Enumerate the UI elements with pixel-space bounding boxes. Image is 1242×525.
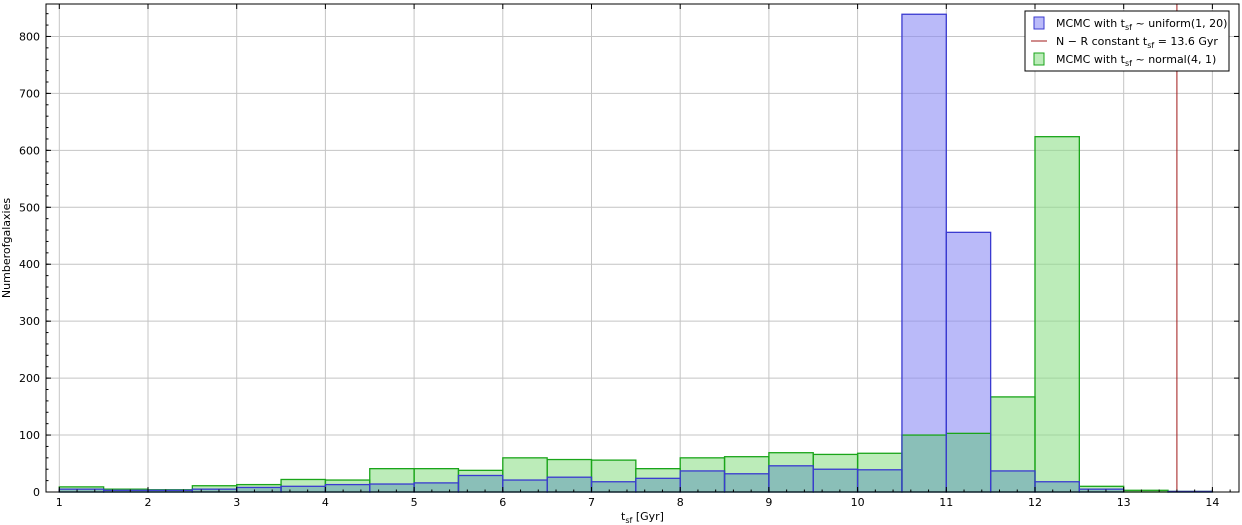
y-tick-label: 100: [19, 429, 40, 442]
bar-normal: [1034, 136, 1080, 493]
x-tick-label: 1: [56, 496, 63, 509]
x-tick-label: 7: [588, 496, 595, 509]
x-tick-label: 11: [939, 496, 953, 509]
legend-swatch-normal: [1033, 52, 1045, 66]
legend-box: [1024, 10, 1230, 72]
bar-overlap: [591, 481, 636, 492]
x-tick-label: 8: [677, 496, 684, 509]
x-tick-label: 10: [851, 496, 865, 509]
legend-label-reference: N − R constant tsf = 13.6 Gyr: [1056, 35, 1218, 50]
x-tick-label: 3: [233, 496, 240, 509]
bar-overlap: [59, 489, 104, 492]
bar-overlap: [325, 484, 370, 492]
ticks: 1 2 3 4 5 6 7 8 9 10 11 12 13 14010020030040050060070…: [19, 4, 1239, 509]
bar-overlap: [502, 480, 548, 492]
bar-overlap: [458, 475, 503, 492]
y-tick-label: 400: [19, 258, 40, 271]
bar-overlap: [768, 465, 814, 492]
bar-overlap: [857, 469, 902, 492]
y-axis-title: Numberofgalaxies: [0, 198, 13, 298]
bar-overlap: [192, 489, 237, 492]
bar-overlap: [990, 470, 1035, 492]
x-axis-title: tsf [Gyr]: [621, 510, 664, 525]
y-tick-label: 0: [33, 486, 40, 499]
bar-overlap: [414, 482, 459, 492]
bar-overlap: [813, 469, 858, 492]
legend-swatch-uniform: [1033, 16, 1045, 30]
x-tick-label: 2: [145, 496, 152, 509]
bar-overlap: [724, 473, 769, 492]
bar-overlap: [148, 490, 193, 492]
x-tick-label: 14: [1205, 496, 1219, 509]
x-tick-label: 4: [322, 496, 329, 509]
bar-overlap: [281, 486, 326, 492]
bar-normal: [1123, 490, 1169, 492]
x-tick-label: 5: [411, 496, 418, 509]
bar-overlap: [635, 478, 681, 492]
x-tick-label: 9: [765, 496, 772, 509]
x-tick-label: 12: [1028, 496, 1042, 509]
y-tick-label: 200: [19, 372, 40, 385]
bar-overlap: [547, 477, 592, 492]
y-tick-label: 300: [19, 315, 40, 328]
legend-label-normal: MCMC with tsf ~ normal(4, 1): [1056, 53, 1216, 68]
bar-overlap: [680, 470, 725, 492]
y-tick-label: 600: [19, 144, 40, 157]
y-tick-label: 800: [19, 30, 40, 43]
legend-label-uniform: MCMC with tsf ~ uniform(1, 20): [1056, 17, 1227, 32]
x-tick-label: 6: [499, 496, 506, 509]
bar-overlap: [946, 433, 991, 492]
bar-overlap: [236, 487, 282, 492]
y-tick-label: 700: [19, 87, 40, 100]
bar-overlap: [1034, 481, 1080, 492]
bar-overlap: [369, 484, 415, 492]
y-tick-label: 500: [19, 201, 40, 214]
legend: MCMC with tsf ~ uniform(1, 20) N − R cons…: [1024, 10, 1230, 72]
bar-overlap: [901, 435, 947, 492]
x-tick-label: 13: [1117, 496, 1131, 509]
axes-frame: [45, 3, 1240, 493]
bar-uniform: [901, 14, 947, 493]
bar-overlap: [103, 490, 149, 492]
bar-overlap: [1079, 489, 1124, 492]
